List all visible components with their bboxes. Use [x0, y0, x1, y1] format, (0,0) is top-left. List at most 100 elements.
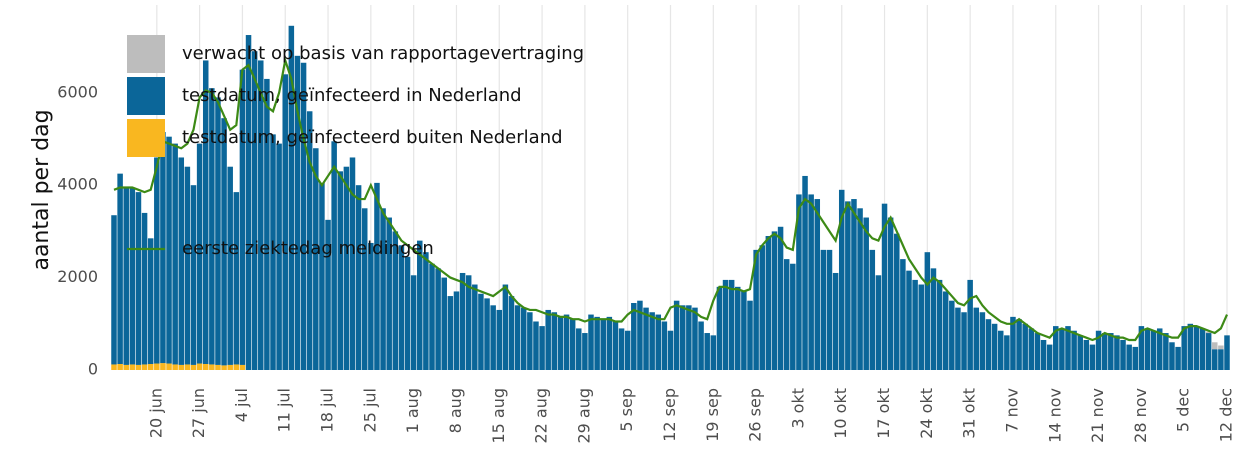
- bar: [1132, 346, 1139, 370]
- bar: [282, 74, 288, 370]
- bar: [838, 189, 845, 370]
- bar: [765, 236, 772, 370]
- bar: [1040, 339, 1047, 370]
- x-tick-label: 27 jun: [189, 388, 208, 438]
- bar: [294, 55, 301, 370]
- bar: [453, 291, 460, 370]
- bar: [679, 305, 686, 370]
- x-tick-label: 29 aug: [574, 388, 593, 444]
- bar: [135, 192, 142, 365]
- bar: [936, 279, 943, 370]
- x-tick-label: 28 nov: [1131, 388, 1150, 443]
- bar: [300, 62, 307, 370]
- bar: [851, 199, 857, 370]
- bar: [514, 305, 521, 370]
- bar: [771, 231, 778, 370]
- bar: [747, 300, 753, 370]
- bar: [783, 259, 790, 370]
- bar: [527, 312, 533, 370]
- bar: [1144, 328, 1151, 370]
- bar: [594, 316, 600, 370]
- y-tick-label: 6000: [57, 82, 98, 101]
- bar: [331, 141, 337, 370]
- bar: [1101, 333, 1108, 370]
- bar: [692, 307, 698, 370]
- bar: [563, 314, 570, 370]
- bar: [967, 279, 973, 370]
- bar: [1059, 328, 1065, 370]
- bar: [826, 249, 833, 370]
- bar: [545, 309, 551, 370]
- bar: [985, 319, 992, 370]
- bar: [1175, 346, 1181, 370]
- bar: [955, 307, 961, 370]
- bar: [319, 182, 325, 370]
- bar: [1010, 316, 1016, 370]
- x-tick-label: 14 nov: [1045, 388, 1064, 443]
- axes: 0 2000 4000 6000 20 jun 27 jun 4 jul 11 jul 18 j…: [57, 82, 1235, 443]
- bar: [233, 364, 240, 370]
- bar: [404, 256, 411, 370]
- bar: [924, 252, 931, 370]
- bar: [190, 364, 197, 370]
- bar: [484, 298, 490, 370]
- bar: [845, 201, 851, 370]
- bar: [618, 328, 625, 370]
- bar: [600, 319, 606, 370]
- grid: [156, 5, 1228, 370]
- bar: [325, 219, 331, 370]
- bar: [1065, 326, 1071, 370]
- x-tick-label: 7 nov: [1002, 388, 1021, 433]
- bar: [1089, 344, 1096, 370]
- bar: [930, 268, 937, 370]
- bar: [894, 233, 900, 370]
- bar: [949, 300, 955, 370]
- x-tick-label: 26 sep: [746, 388, 765, 442]
- bar: [1218, 345, 1224, 350]
- bar: [508, 296, 515, 370]
- lines: [113, 56, 1229, 342]
- bar: [961, 312, 967, 370]
- bar: [1169, 342, 1175, 370]
- line: [113, 56, 1229, 342]
- bar: [1077, 335, 1083, 370]
- bar: [1114, 335, 1120, 370]
- bar: [270, 134, 276, 370]
- bar: [478, 293, 484, 370]
- bar: [313, 148, 319, 370]
- x-tick-label: 12 sep: [660, 388, 679, 442]
- bar: [667, 330, 674, 370]
- bar: [196, 363, 203, 370]
- x-tick-label: 22 aug: [532, 388, 551, 444]
- bar: [857, 208, 863, 370]
- bar: [141, 212, 148, 365]
- bar: [1205, 331, 1212, 334]
- bar: [160, 363, 166, 370]
- bar: [410, 275, 417, 370]
- legend-swatch: [127, 77, 165, 115]
- bar: [942, 291, 949, 370]
- bar: [154, 157, 160, 364]
- bar: [735, 286, 741, 370]
- bar: [202, 60, 209, 364]
- x-tick-label: 21 nov: [1088, 388, 1107, 443]
- bar: [637, 300, 643, 370]
- bar: [728, 279, 735, 370]
- bar: [557, 316, 564, 370]
- bar: [520, 307, 527, 370]
- bar: [661, 321, 668, 370]
- bar: [906, 270, 912, 370]
- bar: [361, 208, 368, 370]
- legend-swatch: [127, 119, 165, 157]
- bar: [973, 307, 980, 370]
- bar: [496, 309, 503, 370]
- bar: [465, 275, 472, 370]
- bar: [1212, 342, 1218, 350]
- bar: [245, 35, 252, 370]
- x-tick-label: 1 aug: [403, 388, 422, 433]
- bar: [166, 363, 172, 370]
- bar: [918, 284, 924, 370]
- bar: [1071, 330, 1077, 370]
- bar: [588, 314, 594, 370]
